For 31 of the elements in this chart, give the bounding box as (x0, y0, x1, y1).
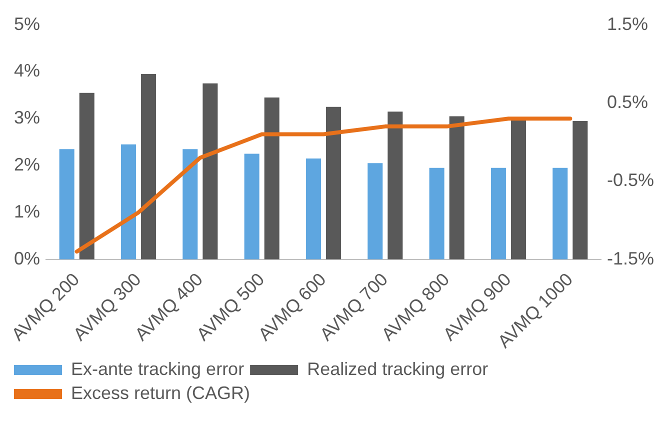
bar (244, 154, 260, 260)
y2-tick-label: -0.5% (606, 170, 654, 190)
bar (388, 112, 403, 260)
legend-label: Excess return (CAGR) (71, 382, 250, 403)
y-tick-label: 0% (14, 248, 40, 268)
y-tick-label: 2% (14, 154, 40, 174)
y-tick-label: 5% (14, 14, 40, 34)
bar (429, 168, 444, 260)
y2-tick-label: 1.5% (606, 14, 648, 34)
bar (141, 74, 156, 260)
y-tick-label: 1% (14, 201, 40, 222)
legend-label: Realized tracking error (307, 358, 488, 379)
bar (326, 106, 342, 260)
bar (572, 120, 588, 260)
bar (449, 116, 464, 260)
bar (202, 83, 218, 260)
y-tick-label: 4% (14, 60, 40, 81)
y2-tick-label: -1.5% (606, 248, 654, 268)
bar (306, 158, 321, 260)
bar (182, 149, 198, 260)
bar (79, 92, 94, 260)
bar (490, 168, 506, 260)
y-tick-label: 3% (14, 108, 40, 128)
bar (264, 98, 280, 260)
y2-tick-label: 0.5% (606, 92, 648, 112)
bar (368, 163, 383, 260)
bar (552, 168, 568, 260)
bar (510, 118, 526, 260)
bar (59, 149, 74, 260)
bar (120, 144, 136, 260)
legend-label: Ex-ante tracking error (71, 358, 244, 379)
